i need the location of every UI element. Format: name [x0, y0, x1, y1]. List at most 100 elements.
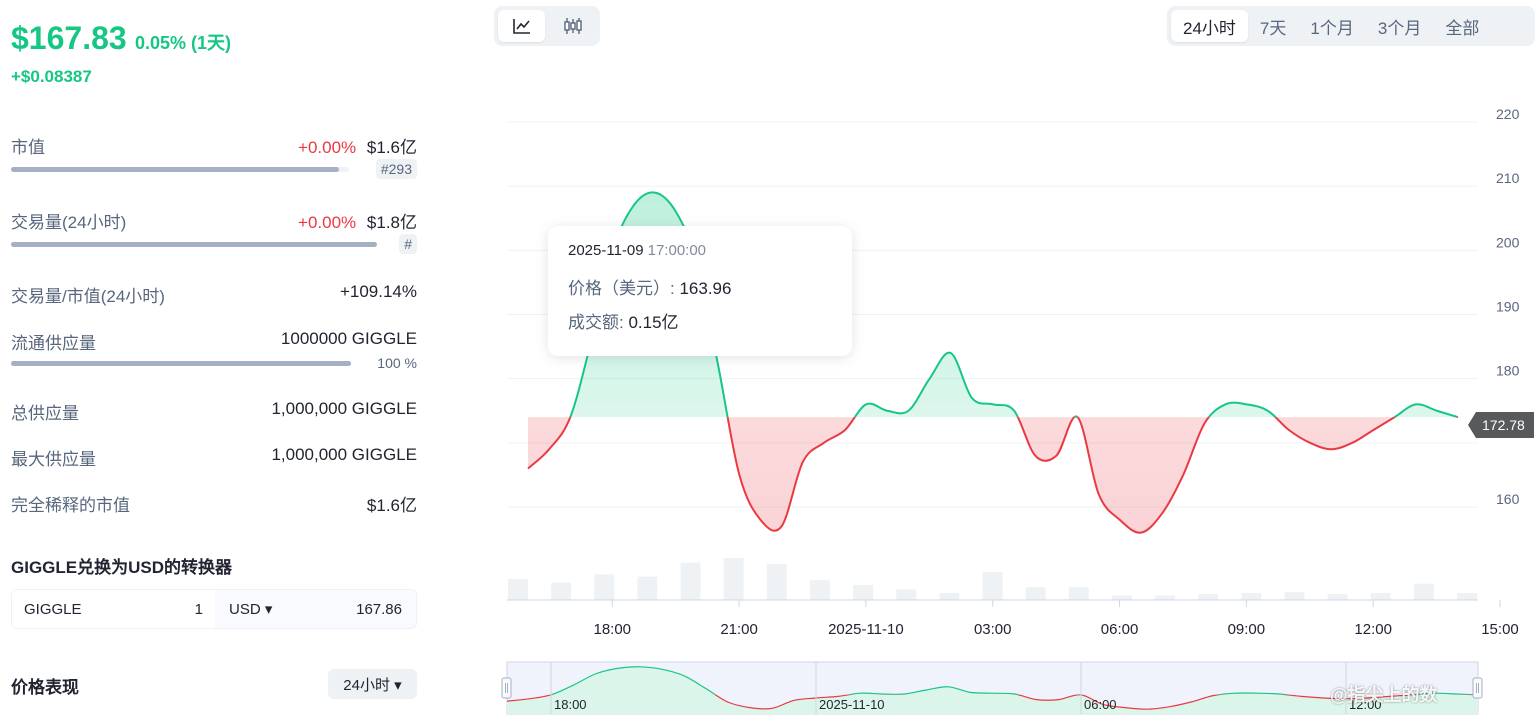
volume-bar [723, 558, 744, 600]
volume-bar [1327, 594, 1348, 600]
x-tick-label: 03:00 [974, 621, 1012, 638]
navigator-handle-right[interactable] [1472, 677, 1483, 699]
volume-bar [982, 572, 1003, 600]
y-tick-label: 190 [1496, 299, 1520, 315]
vol-mcap-label: 交易量/市值(24小时) [11, 287, 165, 306]
y-tick-label: 210 [1496, 170, 1520, 186]
current-price-tag: 172.78 [1468, 411, 1534, 438]
x-tick-label: 2025-11-10 [828, 621, 904, 638]
range-tab-24h[interactable]: 24小时 [1171, 10, 1248, 42]
fdv-value: $1.6亿 [366, 496, 417, 515]
converter-from-symbol: GIGGLE [24, 600, 82, 618]
current-price-tag-text: 172.78 [1482, 417, 1525, 433]
performance-range-select[interactable]: 24小时 ▾ [328, 669, 417, 699]
x-tick-label: 09:00 [1228, 621, 1266, 638]
market-cap-change: +0.00% [298, 138, 357, 157]
navigator-label: 18:00 [554, 697, 587, 712]
range-tab-1m[interactable]: 1个月 [1310, 18, 1354, 38]
volume-bar [1284, 591, 1305, 600]
market-cap-value: +0.00% $1.6亿 [298, 133, 417, 158]
tooltip-date: 2025-11-09 [568, 242, 644, 259]
market-cap-bar [11, 167, 349, 172]
volume-bar [766, 563, 787, 600]
converter-title: GIGGLE兑换为USD的转换器 [11, 558, 233, 577]
vol-mcap-value: +109.14% [339, 282, 417, 301]
currency-converter: GIGGLE 1 USD ▾ 167.86 [11, 589, 417, 629]
tooltip-volume-row: 成交额: 0.15亿 [568, 308, 679, 333]
tooltip-volume-label: 成交额: [568, 313, 629, 332]
volume-bar [551, 582, 572, 600]
tooltip-price-label: 价格（美元）: [568, 279, 680, 298]
volume-bar [594, 574, 615, 600]
candlestick-icon [563, 18, 582, 34]
y-tick-label: 160 [1496, 491, 1520, 507]
y-tick-label: 200 [1496, 234, 1520, 250]
volume-bar [1068, 587, 1089, 600]
volume-bar [939, 593, 960, 600]
navigator-handle-left[interactable] [501, 677, 512, 699]
line-chart-button[interactable] [498, 10, 545, 42]
circulating-supply-value: 1000000 GIGGLE [280, 329, 417, 348]
x-tick-label: 15:00 [1481, 621, 1519, 638]
volume-bar [809, 580, 830, 600]
volume-bar [680, 562, 701, 600]
converter-from-amount[interactable]: 1 [194, 600, 203, 618]
volume-bar [11, 242, 377, 247]
range-tab-all[interactable]: 全部 [1445, 18, 1480, 38]
candlestick-button[interactable] [549, 10, 596, 42]
navigator-label: 06:00 [1084, 697, 1117, 712]
converter-to-amount: 167.86 [356, 600, 402, 618]
fdv-label: 完全稀释的市值 [11, 496, 130, 515]
volume-change: +0.00% [298, 213, 357, 232]
total-supply-value: 1,000,000 GIGGLE [271, 399, 417, 418]
range-tab-3m[interactable]: 3个月 [1377, 18, 1422, 38]
price-change-percent: 0.05% (1天) [135, 33, 232, 53]
market-cap-rank-badge: #293 [375, 159, 417, 179]
tooltip-volume-value: 0.15亿 [628, 313, 679, 332]
x-tick-label: 06:00 [1101, 621, 1139, 638]
volume-bar [1457, 593, 1477, 600]
circulating-supply-bar [11, 361, 351, 366]
line-chart-icon [512, 19, 530, 34]
volume-bar [1413, 583, 1434, 600]
current-price: $167.83 [11, 20, 127, 56]
price-performance-title: 价格表现 [11, 678, 79, 697]
volume-bar [1025, 587, 1046, 600]
circulating-supply-label: 流通供应量 [11, 334, 96, 353]
max-supply-label: 最大供应量 [11, 450, 96, 469]
market-cap-amount: $1.6亿 [366, 138, 417, 157]
y-tick-label: 180 [1496, 363, 1520, 379]
volume-value: +0.00% $1.8亿 [298, 208, 417, 233]
navigator-label: 2025-11-10 [819, 697, 885, 712]
volume-bar [1111, 595, 1132, 600]
volume-bar [1155, 595, 1176, 600]
x-tick-label: 12:00 [1354, 621, 1392, 638]
price-change-absolute: +$0.08387 [11, 67, 92, 86]
market-cap-label: 市值 [11, 138, 45, 157]
circulating-supply-percent: 100 % [377, 355, 417, 371]
converter-from-field[interactable]: GIGGLE 1 [12, 590, 215, 628]
total-supply-label: 总供应量 [11, 404, 79, 423]
chart-tooltip: 2025-11-09 17:00:00 价格（美元）: 163.96 成交额: 0… [548, 226, 852, 356]
chart-type-toggle [494, 6, 600, 46]
volume-bar [1241, 593, 1262, 600]
tooltip-price-value: 163.96 [679, 279, 732, 298]
volume-bar [896, 589, 917, 600]
range-tab-7d[interactable]: 7天 [1259, 18, 1287, 38]
x-tick-label: 21:00 [720, 621, 758, 638]
volume-bar [1370, 593, 1391, 600]
y-tick-label: 220 [1496, 106, 1520, 122]
volume-rank-badge: # [399, 234, 417, 254]
volume-bar [508, 579, 528, 600]
coin-stats-panel: $167.83 0.05% (1天) +$0.08387 市值 +0.00% $… [0, 0, 430, 721]
volume-bar [1198, 594, 1219, 600]
volume-bar [853, 584, 874, 600]
watermark: @指尖上的数 [1330, 685, 1438, 705]
time-range-tabs: 24小时 7天 1个月 3个月 全部 [1167, 6, 1535, 46]
tooltip-time: 17:00:00 [647, 242, 707, 259]
converter-to-currency-select[interactable]: USD ▾ [229, 601, 273, 618]
converter-to-field[interactable]: USD ▾ 167.86 [215, 590, 416, 628]
volume-bar [637, 576, 658, 600]
volume-amount: $1.8亿 [366, 213, 417, 232]
max-supply-value: 1,000,000 GIGGLE [271, 445, 417, 464]
